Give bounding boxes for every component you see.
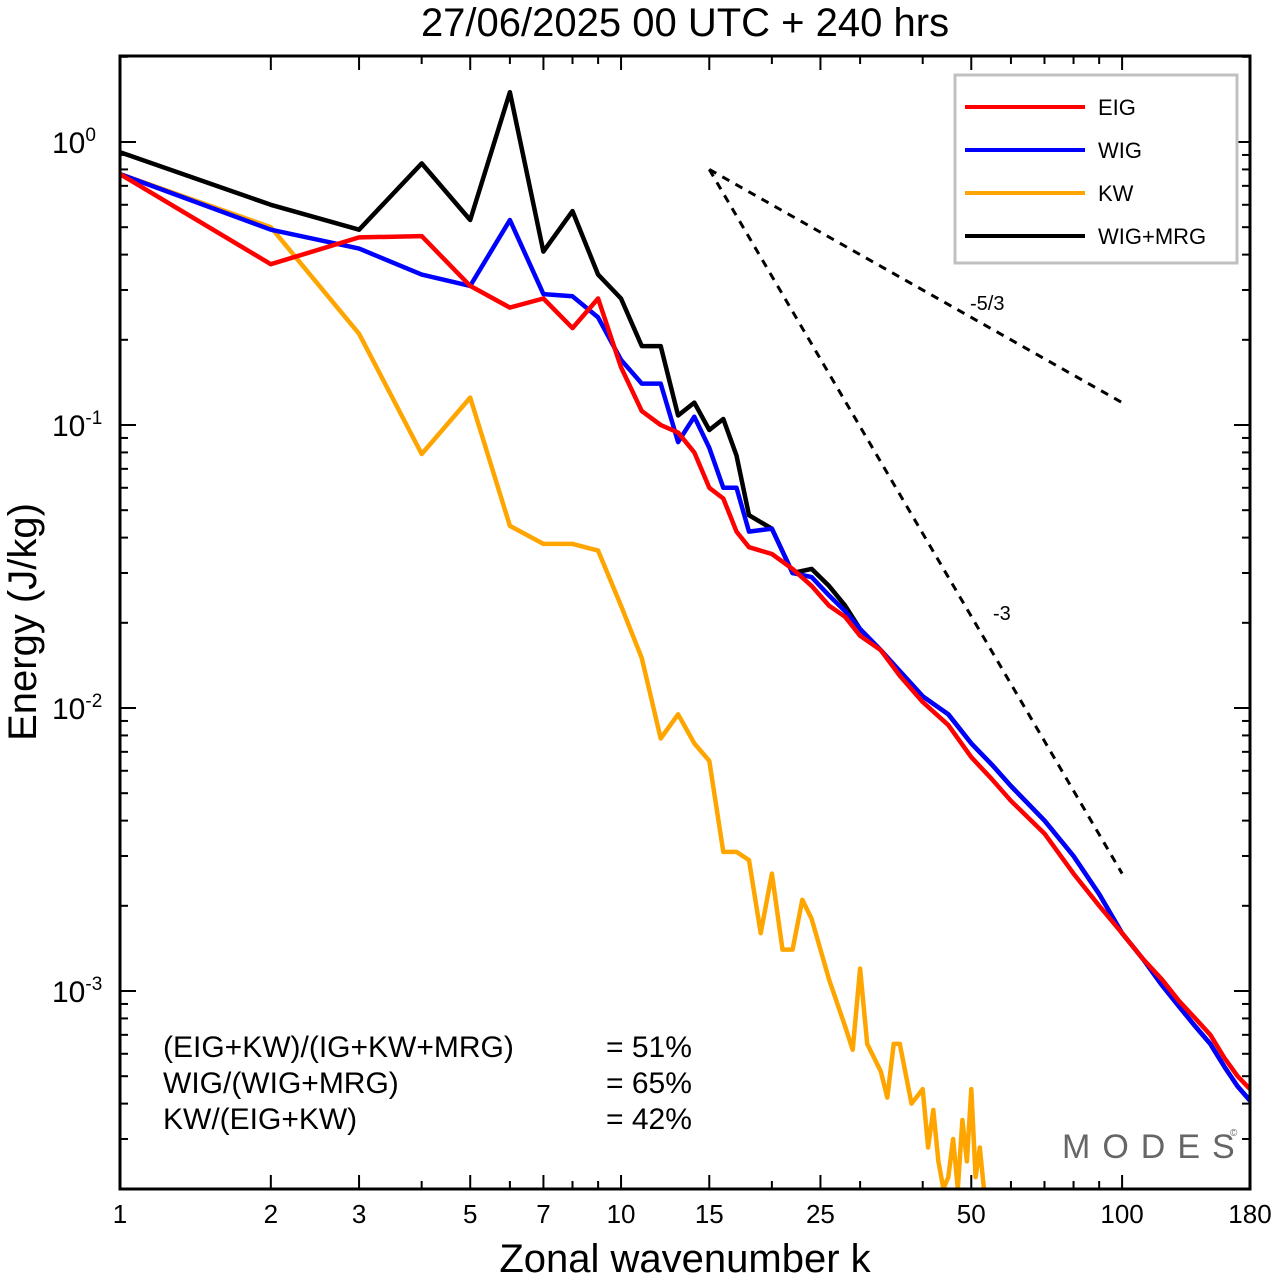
series-line-kw [120, 171, 987, 1189]
x-tick-label: 5 [463, 1199, 477, 1229]
ratio-annotation-value: = 65% [606, 1067, 692, 1100]
legend-entry-label: WIG [1098, 138, 1142, 163]
x-tick-label: 7 [536, 1199, 550, 1229]
series-line-wig [120, 171, 1250, 1103]
y-tick-label: 10-1 [52, 408, 102, 443]
ratio-annotation-value: = 42% [606, 1103, 692, 1136]
legend: EIG WIG KW WIG+MRG [953, 73, 1239, 265]
slope-label-3: -3 [993, 603, 1011, 625]
x-tick-label: 50 [957, 1199, 986, 1229]
copyright-symbol: © [1230, 1128, 1238, 1139]
reference-lines: -5/3 -3 [707, 168, 1124, 875]
x-tick-label: 100 [1100, 1199, 1143, 1229]
x-tick-label: 25 [806, 1199, 835, 1229]
chart-title: 27/06/2025 00 UTC + 240 hrs [421, 1, 949, 45]
x-tick-label: 10 [607, 1199, 636, 1229]
y-axis-label: Energy (J/kg) [1, 503, 45, 741]
x-tick-label: 15 [695, 1199, 724, 1229]
x-axis-label: Zonal wavenumber k [499, 1237, 871, 1281]
ratio-annotations: (EIG+KW)/(IG+KW+MRG) = 51% WIG/(WIG+MRG) = … [163, 1031, 692, 1136]
ratio-annotation-value: = 51% [606, 1031, 692, 1064]
slope-label-5-3: -5/3 [970, 293, 1004, 315]
modes-logo-text: MODES [1062, 1128, 1247, 1166]
ratio-annotation-label: KW/(EIG+KW) [163, 1103, 357, 1136]
series-layer [120, 89, 1250, 1189]
x-tick-label: 3 [352, 1199, 366, 1229]
reference-line-slope-5-3 [708, 168, 1123, 404]
reference-line-slope-3 [707, 168, 1124, 875]
legend-entry-label: EIG [1098, 95, 1136, 120]
y-tick-label: 100 [52, 125, 96, 160]
ratio-annotation-label: (EIG+KW)/(IG+KW+MRG) [163, 1031, 514, 1064]
y-tick-label: 10-3 [52, 974, 102, 1009]
modes-watermark: MODES © [1062, 1128, 1247, 1166]
x-tick-label: 2 [264, 1199, 278, 1229]
legend-entry-label: KW [1098, 181, 1134, 206]
x-axis-ticks: 1 2 3 5 7 10 15 25 50 100 180 [113, 56, 1272, 1229]
series-line-eig [120, 172, 1250, 1091]
y-axis-ticks: 100 10-1 10-2 10-3 [52, 55, 1250, 1190]
y-tick-label: 10-2 [52, 691, 102, 726]
ratio-annotation-label: WIG/(WIG+MRG) [163, 1067, 399, 1100]
x-tick-label: 1 [113, 1199, 127, 1229]
x-tick-label: 180 [1228, 1199, 1271, 1229]
legend-entry-label: WIG+MRG [1098, 224, 1206, 249]
